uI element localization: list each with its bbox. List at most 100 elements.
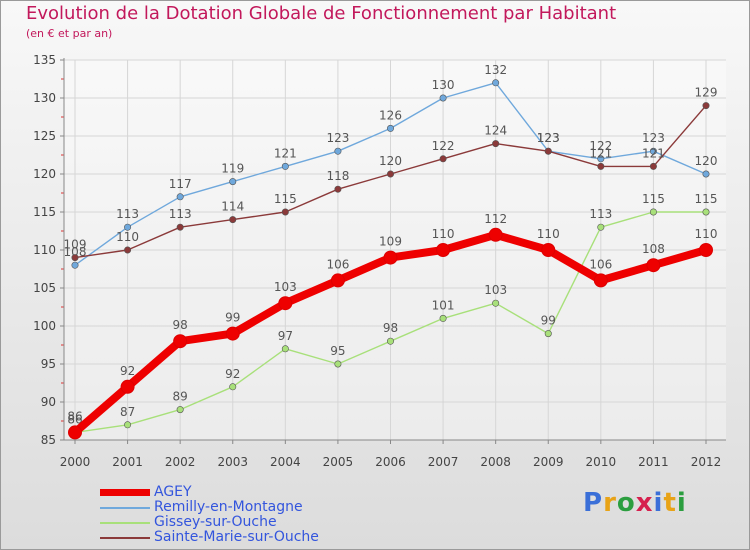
data-point: [176, 406, 184, 414]
data-point: [649, 208, 657, 216]
proxiti-logo: Proxiti: [583, 488, 687, 518]
x-tick-label: 2001: [112, 455, 143, 469]
data-label: 113: [589, 207, 612, 221]
data-label: 115: [642, 192, 665, 206]
data-point: [649, 162, 657, 170]
data-label: 126: [379, 108, 402, 122]
legend-item-remilly[interactable]: Remilly-en-Montagne: [100, 499, 360, 515]
data-label: 87: [120, 405, 135, 419]
data-point: [702, 102, 710, 110]
legend-swatch-agey: [100, 489, 150, 496]
x-tick-label: 2003: [217, 455, 248, 469]
data-label: 110: [537, 227, 560, 241]
data-point: [386, 337, 394, 345]
x-tick-label: 2006: [375, 455, 406, 469]
data-label: 95: [330, 344, 345, 358]
data-point: [173, 334, 188, 349]
data-point: [281, 345, 289, 353]
data-point: [593, 273, 608, 288]
data-label: 112: [484, 212, 507, 226]
data-label: 123: [537, 131, 560, 145]
logo-letter: i: [676, 488, 687, 518]
legend-swatch-gissey: [100, 522, 150, 524]
data-label: 120: [695, 154, 718, 168]
data-label: 108: [64, 245, 87, 259]
data-point: [699, 243, 713, 257]
data-label: 110: [116, 230, 139, 244]
logo-letter: r: [603, 488, 617, 518]
x-tick-label: 2004: [270, 455, 301, 469]
data-label: 86: [67, 409, 82, 423]
x-tick-label: 2000: [60, 455, 91, 469]
legend-swatch-remilly: [100, 507, 150, 509]
y-tick-label: 95: [41, 357, 56, 371]
data-point: [334, 147, 342, 155]
data-label: 121: [642, 146, 665, 160]
data-label: 110: [432, 227, 455, 241]
data-point: [124, 223, 132, 231]
data-label: 86: [67, 412, 82, 426]
chart-subtitle: (en € et par an): [26, 27, 113, 40]
data-point: [597, 155, 605, 163]
y-tick-label: 90: [41, 395, 56, 409]
data-label: 123: [326, 131, 349, 145]
data-label: 123: [537, 131, 560, 145]
data-label: 122: [589, 139, 612, 153]
data-label: 110: [695, 227, 718, 241]
data-label: 106: [589, 257, 612, 271]
data-label: 122: [432, 139, 455, 153]
y-tick-label: 115: [33, 205, 56, 219]
data-point: [646, 258, 661, 273]
logo-letter: x: [635, 488, 654, 518]
legend-item-sainte-marie[interactable]: Sainte-Marie-sur-Ouche: [100, 529, 360, 545]
data-point: [436, 243, 451, 257]
data-point: [439, 314, 447, 322]
x-tick-label: 2002: [165, 455, 196, 469]
data-label: 121: [274, 146, 297, 160]
y-tick-label: 105: [33, 281, 56, 295]
y-tick-label: 125: [33, 129, 56, 143]
data-point: [330, 273, 345, 288]
data-point: [225, 326, 240, 341]
data-label: 109: [379, 235, 402, 249]
y-tick-label: 110: [33, 243, 56, 257]
legend-item-gissey[interactable]: Gissey-sur-Ouche: [100, 514, 360, 530]
data-point: [383, 250, 398, 265]
data-point: [386, 170, 394, 178]
logo-letter: i: [653, 488, 664, 518]
data-label: 108: [642, 242, 665, 256]
data-label: 120: [379, 154, 402, 168]
data-label: 98: [173, 318, 188, 332]
data-label: 117: [169, 177, 192, 191]
data-point: [334, 360, 342, 368]
data-label: 113: [116, 207, 139, 221]
data-label: 92: [225, 367, 240, 381]
data-point: [124, 246, 132, 254]
y-tick-label: 100: [33, 319, 56, 333]
data-label: 106: [326, 257, 349, 271]
data-point: [541, 243, 556, 257]
data-label: 132: [484, 63, 507, 77]
legend-label-gissey: Gissey-sur-Ouche: [154, 514, 277, 530]
data-label: 123: [642, 131, 665, 145]
data-point: [120, 379, 135, 394]
data-point: [71, 254, 79, 262]
data-point: [176, 223, 184, 231]
legend: AGEY Remilly-en-Montagne Gissey-sur-Ouch…: [100, 484, 360, 545]
x-tick-label: 2008: [480, 455, 511, 469]
data-label: 103: [274, 280, 297, 294]
y-tick-label: 135: [33, 53, 56, 67]
data-label: 114: [221, 200, 244, 214]
data-label: 129: [695, 86, 718, 100]
data-point: [176, 193, 184, 201]
data-point: [71, 261, 79, 269]
x-tick-label: 2011: [638, 455, 669, 469]
x-tick-label: 2012: [691, 455, 722, 469]
legend-item-agey[interactable]: AGEY: [100, 484, 360, 500]
data-label: 118: [326, 169, 349, 183]
legend-label-sainte-marie: Sainte-Marie-sur-Ouche: [154, 529, 319, 545]
data-label: 113: [169, 207, 192, 221]
data-point: [281, 162, 289, 170]
data-label: 124: [484, 124, 507, 138]
